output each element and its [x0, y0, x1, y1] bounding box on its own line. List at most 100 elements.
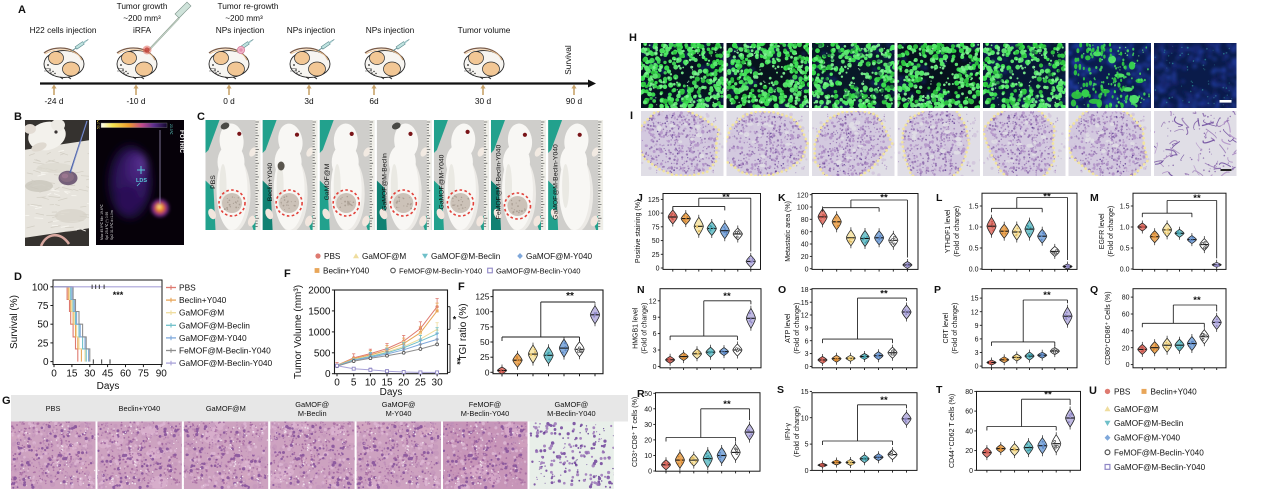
svg-text:1500: 1500	[308, 306, 331, 317]
svg-text:GaMOF@M: GaMOF@M	[206, 404, 246, 413]
svg-text:60: 60	[801, 229, 809, 236]
svg-text:40: 40	[644, 406, 652, 413]
svg-text:30: 30	[644, 422, 652, 429]
svg-text:0: 0	[975, 364, 979, 371]
svg-text:15: 15	[381, 378, 393, 389]
svg-text:0: 0	[43, 357, 49, 368]
svg-text:B: B	[14, 111, 22, 123]
svg-text:FeMOF@M-Beclin-Y040: FeMOF@M-Beclin-Y040	[496, 145, 503, 220]
svg-text:Beclin+Y040: Beclin+Y040	[119, 404, 161, 413]
svg-text:A: A	[18, 4, 26, 16]
svg-text:L: L	[936, 192, 943, 204]
svg-text:M-Y040: M-Y040	[386, 409, 412, 418]
svg-text:**: **	[452, 358, 462, 366]
svg-text:C: C	[197, 111, 205, 123]
svg-text:CD44⁺CD62 T cells (%): CD44⁺CD62 T cells (%)	[949, 394, 956, 468]
svg-text:T: T	[936, 384, 943, 396]
svg-text:~200 mm³: ~200 mm³	[123, 13, 161, 23]
svg-text:15: 15	[66, 369, 78, 380]
svg-text:GaMOF@M: GaMOF@M	[1114, 405, 1158, 414]
svg-text:GaMOF@: GaMOF@	[555, 400, 589, 409]
svg-text:15: 15	[801, 389, 809, 396]
svg-text:Metastatic area (%): Metastatic area (%)	[785, 201, 792, 262]
svg-text:LDS: LDS	[136, 178, 147, 184]
svg-text:Survival: Survival	[563, 45, 573, 75]
svg-text:Beclin+Y040: Beclin+Y040	[1151, 387, 1198, 396]
svg-text:10: 10	[365, 378, 377, 389]
svg-text:9: 9	[975, 323, 979, 330]
svg-text:75: 75	[652, 224, 660, 231]
svg-text:50: 50	[480, 337, 490, 347]
svg-text:0.0: 0.0	[969, 267, 979, 274]
svg-text:CD80⁺CD86⁺ Cells (%): CD80⁺CD86⁺ Cells (%)	[1105, 291, 1112, 365]
svg-text:**: **	[880, 193, 888, 204]
svg-text:iRFA: iRFA	[133, 25, 151, 35]
svg-text:R: R	[637, 388, 645, 400]
svg-text:GaMOF@M-Y040: GaMOF@M-Y040	[1114, 434, 1181, 443]
svg-text:IFN-γ: IFN-γ	[785, 422, 792, 440]
svg-text:N: N	[637, 284, 645, 296]
svg-text:3: 3	[805, 351, 809, 358]
svg-text:***: ***	[113, 290, 124, 300]
svg-text:50: 50	[37, 320, 49, 331]
svg-text:60: 60	[965, 409, 973, 416]
svg-text:GaMOF@M-Beclin: GaMOF@M-Beclin	[1114, 419, 1184, 428]
svg-text:30: 30	[432, 378, 444, 389]
svg-text:TGI ratio (%): TGI ratio (%)	[458, 303, 469, 360]
svg-text:Spl 25.4℃ (*) 0.95: Spl 25.4℃ (*) 0.95	[105, 212, 109, 240]
svg-text:60: 60	[1122, 312, 1130, 319]
svg-text:20: 20	[965, 448, 973, 455]
svg-text:HMGB1 level: HMGB1 level	[633, 307, 640, 349]
svg-text:9: 9	[805, 326, 809, 333]
svg-text:GaMOF@M-Beclin-Y040: GaMOF@M-Beclin-Y040	[179, 358, 273, 368]
svg-text:D: D	[14, 271, 22, 283]
svg-text:18: 18	[801, 287, 809, 294]
svg-text:H22 cells injection: H22 cells injection	[30, 25, 97, 35]
svg-text:0 d: 0 d	[223, 96, 235, 106]
svg-text:90: 90	[156, 369, 168, 380]
svg-text:45: 45	[102, 369, 114, 380]
svg-text:NPs injection: NPs injection	[287, 25, 336, 35]
svg-text:3: 3	[653, 348, 657, 355]
svg-text:GaMOF@M-Y040: GaMOF@M-Y040	[438, 154, 445, 209]
svg-text:U: U	[1089, 385, 1097, 397]
svg-text:0: 0	[653, 364, 657, 371]
svg-text:GaMOF@M-Beclin: GaMOF@M-Beclin	[179, 320, 250, 330]
svg-text:75: 75	[480, 322, 490, 332]
svg-text:1000: 1000	[308, 327, 331, 338]
svg-text:100: 100	[475, 307, 489, 317]
svg-text:O: O	[778, 284, 786, 296]
svg-text:**: **	[880, 289, 888, 300]
svg-text:**: **	[1043, 191, 1051, 202]
svg-text:80: 80	[965, 389, 973, 396]
svg-text:12: 12	[649, 298, 657, 305]
svg-text:Tumor Volume (mm³): Tumor Volume (mm³)	[293, 285, 304, 379]
svg-text:120: 120	[797, 192, 809, 199]
svg-text:GaMOF@M: GaMOF@M	[179, 308, 224, 318]
svg-text:5: 5	[351, 378, 357, 389]
svg-text:S: S	[777, 384, 784, 396]
svg-text:CD3⁺CD8⁺ T cells (%): CD3⁺CD8⁺ T cells (%)	[632, 397, 639, 467]
svg-text:G: G	[2, 395, 11, 407]
svg-text:F: F	[458, 281, 465, 293]
svg-text:0: 0	[969, 468, 973, 475]
svg-text:FOTRIC: FOTRIC	[178, 130, 185, 154]
svg-text:30: 30	[84, 369, 96, 380]
svg-text:80: 80	[801, 217, 809, 224]
svg-text:NPs injection: NPs injection	[366, 25, 415, 35]
svg-text:1.5: 1.5	[969, 204, 979, 211]
svg-text:M: M	[1090, 192, 1099, 204]
svg-text:0: 0	[805, 266, 809, 273]
svg-text:6: 6	[975, 337, 979, 344]
svg-text:90 d: 90 d	[566, 96, 583, 106]
svg-text:60: 60	[120, 369, 132, 380]
svg-text:-10 d: -10 d	[127, 96, 146, 106]
svg-text:1.0: 1.0	[969, 225, 979, 232]
svg-text:0: 0	[485, 367, 490, 377]
svg-text:20: 20	[644, 438, 652, 445]
svg-text:(Fold of change): (Fold of change)	[1108, 206, 1115, 257]
svg-text:Beclin+Y040: Beclin+Y040	[323, 267, 370, 276]
svg-text:Tumor re-growth: Tumor re-growth	[217, 1, 278, 11]
svg-text:40: 40	[801, 242, 809, 249]
svg-text:15: 15	[801, 300, 809, 307]
